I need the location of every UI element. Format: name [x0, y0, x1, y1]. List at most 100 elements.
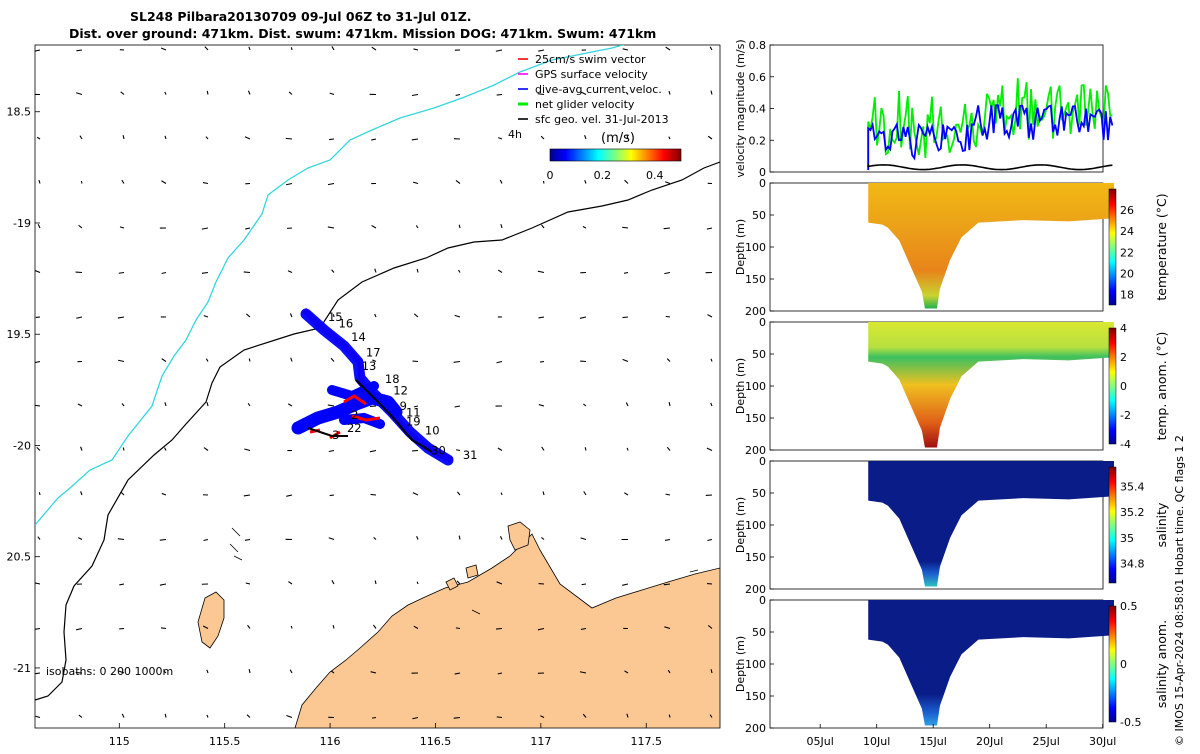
velocity-arrow	[454, 718, 460, 719]
panel-y-tick-label: 50	[752, 209, 766, 222]
colorbar-label: salinity anom.	[1154, 620, 1169, 708]
map-colorbar-tick: 0.4	[646, 169, 664, 182]
map-y-tick-label: -20	[13, 439, 31, 452]
velocity-arrow	[543, 181, 544, 184]
panel-y-tick-label: 150	[745, 551, 766, 564]
day-label: 2	[351, 408, 358, 422]
velocity-arrow	[375, 581, 376, 584]
colorbar-tick-label: -0.5	[1120, 716, 1141, 729]
velocity-arrow	[540, 362, 544, 363]
velocity-arrow	[286, 138, 292, 139]
velocity-arrow	[81, 181, 82, 184]
colorbar-tick-label: 20	[1120, 267, 1134, 280]
panel-ylabel: Depth (m)	[734, 497, 747, 553]
map-x-tick-label: 115.5	[209, 735, 241, 748]
colorbar-tick-label: -2	[1120, 409, 1131, 422]
panel-y-tick-label: 100	[745, 380, 766, 393]
legend-entry: sfc geo. vel. 31-Jul-2013	[535, 113, 669, 126]
colorbar-tick-label: 35.2	[1120, 506, 1145, 519]
velocity-arrow	[207, 91, 208, 95]
panel-y-tick-label: 150	[745, 273, 766, 286]
legend-entry: dive-avg current veloc.	[535, 83, 662, 96]
panel-y-tick-label: 50	[752, 626, 766, 639]
panel-y-tick-label: 50	[752, 487, 766, 500]
map-y-tick-label: -19	[13, 217, 31, 230]
colorbar-tick-label: 35.4	[1120, 480, 1145, 493]
panel-ylabel: velocity magnitude (m/s)	[734, 39, 747, 177]
colorbar-tick-label: 26	[1120, 204, 1134, 217]
velocity-arrow	[496, 629, 502, 630]
day-label: 16	[339, 317, 354, 331]
colorbar-tick-label: 0	[1120, 380, 1127, 393]
velocity-arrow	[165, 714, 166, 718]
map-x-tick-label: 117	[530, 735, 551, 748]
panel-y-tick-label: 100	[745, 519, 766, 532]
velocity-arrow	[664, 228, 670, 229]
velocity-arrow	[666, 316, 670, 317]
day-label: 30	[431, 443, 446, 457]
panel-y-tick-label: 150	[745, 412, 766, 425]
panel-y-tick-label: 0	[759, 316, 766, 329]
panel-y-tick-label: 100	[745, 658, 766, 671]
map-x-tick-label: 115	[109, 735, 130, 748]
colorbar-bar	[1109, 189, 1116, 305]
velocity-arrow	[372, 718, 376, 719]
velocity-arrow	[456, 628, 460, 629]
map-colorbar-bar	[550, 149, 681, 161]
colorbar-bar	[1109, 328, 1116, 444]
map-y-tick-label: 19.5	[7, 328, 32, 341]
day-label: 31	[463, 448, 478, 462]
day-label: 14	[351, 330, 366, 344]
colorbar-tick-label: 0	[1120, 658, 1127, 671]
velocity-arrow	[291, 47, 292, 50]
colorbar-label: salinity	[1154, 502, 1169, 547]
panel-y-tick-label: 0.6	[749, 71, 767, 84]
colorbar-tick-label: 35	[1120, 532, 1134, 545]
panel-y-tick-label: 150	[745, 690, 766, 703]
panel-y-tick-label: 0.2	[749, 134, 767, 147]
velocity-arrow	[501, 493, 502, 495]
velocity-arrow	[161, 628, 166, 629]
colorbar-tick-label: 0.5	[1120, 600, 1138, 613]
panel-y-tick-label: 100	[745, 241, 766, 254]
velocity-arrow	[35, 673, 40, 674]
velocity-arrow	[329, 139, 334, 140]
panel-y-tick-label: 0	[759, 594, 766, 607]
colorbar-tick-label: 34.8	[1120, 558, 1145, 571]
velocity-arrow	[497, 95, 502, 96]
map-y-tick-label: 18.5	[7, 106, 32, 119]
colorbar-label: temp. anom. (°C)	[1154, 332, 1169, 441]
day-label: 3	[332, 428, 339, 442]
colorbar-bar	[1109, 606, 1116, 722]
legend-entry: GPS surface velocity	[535, 68, 648, 81]
velocity-arrow	[119, 273, 124, 274]
panel-ylabel: Depth (m)	[734, 219, 747, 275]
day-label: 22	[347, 421, 362, 435]
figure-title-line1: SL248 Pilbara20130709 09-Jul 06Z to 31-J…	[130, 9, 472, 24]
panel-x-tick-label: 10Jul	[863, 735, 890, 748]
day-label: 13	[362, 359, 377, 373]
velocity-arrow	[669, 715, 670, 718]
panel-x-tick-label: 05Jul	[807, 735, 834, 748]
velocity-arrow	[627, 448, 628, 451]
velocity-arrow	[39, 492, 40, 495]
map-x-tick-label: 117.5	[630, 735, 662, 748]
velocity-arrow	[244, 272, 250, 273]
panel-y-tick-label: 0	[759, 455, 766, 468]
panel-y-tick-label: 0.8	[749, 39, 767, 52]
legend-entry: net glider velocity	[535, 98, 635, 111]
panel-ylabel: Depth (m)	[734, 358, 747, 414]
velocity-arrow	[330, 495, 334, 496]
legend-entry: 25cm/s swim vector	[535, 53, 646, 66]
panel-y-tick-label: 50	[752, 348, 766, 361]
colorbar-tick-label: 22	[1120, 246, 1134, 259]
velocity-arrow	[123, 447, 124, 450]
velocity-arrow	[371, 494, 376, 495]
velocity-arrow	[291, 626, 292, 629]
